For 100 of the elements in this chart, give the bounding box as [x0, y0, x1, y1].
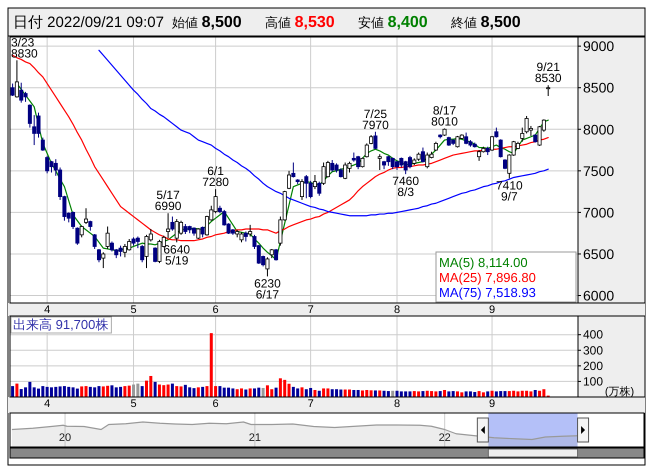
y-tick-label: 9000 — [583, 38, 614, 54]
candlestick — [122, 243, 127, 258]
candlestick — [300, 178, 304, 200]
candlestick — [157, 239, 162, 264]
price-label: 7460 8/3 — [392, 174, 419, 200]
x-tick-label: 7 — [308, 398, 314, 410]
candlestick — [45, 155, 50, 174]
y-tick-label: 7000 — [583, 204, 614, 220]
x-tick-label: 8 — [394, 304, 400, 316]
candlestick — [71, 211, 76, 230]
y-tick-label: 6500 — [583, 246, 614, 262]
text: 終値 8,500 — [450, 14, 521, 31]
x-tick-label: 6 — [212, 304, 219, 316]
candlestick — [24, 91, 28, 102]
price-label: 7/25 7970 — [362, 106, 389, 132]
candlestick — [136, 236, 140, 249]
candlestick — [386, 155, 390, 166]
candlestick — [378, 154, 382, 170]
candlestick — [84, 208, 88, 225]
candlestick — [222, 209, 226, 226]
x-tick-label: 4 — [44, 398, 50, 410]
candlestick — [546, 84, 550, 97]
candlestick — [477, 150, 482, 162]
candlestick — [240, 232, 244, 243]
y-tick-label: 400 — [583, 328, 604, 342]
x-tick-label: 4 — [44, 304, 50, 316]
candlestick — [528, 125, 533, 136]
y-tick-label: 100 — [583, 374, 604, 388]
candlestick — [322, 162, 326, 186]
candlestick — [36, 112, 41, 138]
candlestick — [542, 118, 546, 132]
candlestick — [110, 240, 114, 252]
candlestick — [166, 212, 170, 239]
candlestick — [106, 226, 110, 250]
x-tick-label: 5 — [130, 304, 137, 316]
price-label: 3/23 8830 — [11, 35, 38, 60]
candlestick — [19, 82, 24, 104]
candlestick — [96, 248, 101, 263]
x-tick-label: 21 — [248, 432, 261, 444]
text: 始値 8,500 — [172, 14, 242, 31]
price-label: 6/1 7280 — [202, 164, 229, 190]
candlestick — [252, 234, 256, 250]
x-tick-label: 9 — [488, 398, 496, 410]
price-label: 9/21 8530 — [534, 60, 562, 86]
x-tick-label: 8 — [394, 398, 400, 410]
candlestick — [395, 160, 400, 170]
candlestick — [390, 157, 395, 170]
candlestick — [348, 161, 352, 173]
y-tick-label: 8000 — [583, 121, 614, 138]
candlestick — [265, 256, 270, 277]
candlestick — [49, 160, 54, 173]
candlestick — [118, 245, 123, 257]
candlestick — [343, 162, 348, 180]
candlestick — [420, 147, 425, 164]
price-label: 6230 6/17 — [254, 276, 281, 302]
legend: MA(5) 8,114.00 MA(25) 7,896.80 MA(75) 7,518.93 — [436, 252, 576, 302]
chart-title: 日付 2022/09/21 09:07 — [13, 14, 164, 31]
price-label: 7410 9/7 — [496, 178, 523, 204]
candlestick — [304, 174, 308, 199]
candlestick — [170, 216, 174, 232]
candlestick — [425, 152, 430, 169]
y-tick-label: 300 — [583, 343, 604, 358]
candlestick — [88, 220, 92, 232]
candlestick — [364, 142, 369, 158]
y-tick-label: 6000 — [583, 288, 614, 304]
candlestick — [14, 60, 19, 98]
candlestick — [114, 248, 118, 259]
candlestick — [312, 174, 317, 190]
candlestick — [330, 160, 334, 172]
candlestick — [248, 224, 252, 237]
candlestick — [270, 248, 274, 259]
y-tick-label: 7500 — [583, 162, 614, 179]
candlestick — [174, 218, 179, 243]
candlestick — [356, 155, 360, 170]
candlestick — [101, 252, 106, 269]
price-label: 5/17 6990 — [154, 188, 182, 214]
candlestick — [200, 226, 205, 238]
candlestick — [92, 234, 97, 250]
candlestick — [338, 168, 343, 178]
candlestick — [291, 162, 296, 178]
candlestick — [214, 188, 218, 214]
price-label: 8/17 8010 — [431, 103, 458, 128]
candlestick — [434, 141, 438, 152]
candlestick — [62, 195, 66, 222]
y-tick-label: 8500 — [583, 80, 614, 96]
candlestick — [408, 155, 412, 169]
candlestick — [494, 127, 498, 138]
candlestick — [80, 225, 84, 238]
y-tick-label: 200 — [583, 358, 604, 373]
candlestick — [144, 234, 148, 269]
x-tick-label: 20 — [58, 432, 72, 444]
candlestick — [183, 224, 188, 235]
candlestick — [10, 83, 15, 97]
candlestick — [404, 160, 408, 175]
candlestick — [40, 137, 45, 152]
candlestick — [287, 170, 292, 190]
x-tick-label: 6 — [212, 398, 219, 410]
x-tick-label: 9 — [488, 304, 496, 316]
text: 安値 8,400 — [358, 14, 428, 31]
candlestick — [66, 212, 71, 223]
